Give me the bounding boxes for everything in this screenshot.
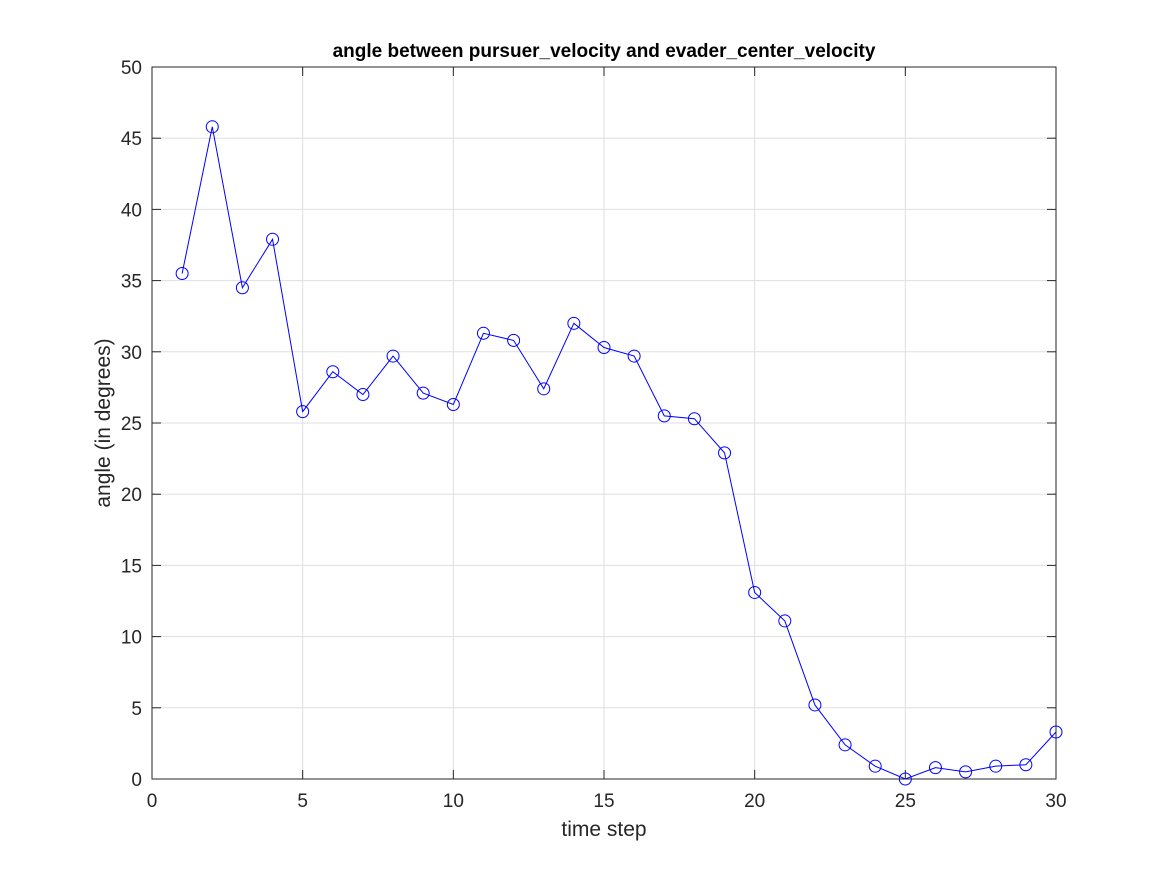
data-point-marker bbox=[507, 333, 521, 347]
data-point-marker bbox=[597, 341, 611, 355]
data-point-marker bbox=[235, 281, 249, 295]
data-point-marker bbox=[898, 772, 912, 786]
chart-title: angle between pursuer_velocity and evade… bbox=[333, 41, 876, 62]
x-tick-label: 0 bbox=[147, 791, 158, 812]
data-point-marker bbox=[537, 382, 551, 396]
data-point-marker bbox=[657, 409, 671, 423]
data-point-marker bbox=[175, 266, 189, 280]
data-point-marker bbox=[386, 349, 400, 363]
y-tick-label: 10 bbox=[121, 628, 142, 649]
data-point-marker bbox=[838, 738, 852, 752]
data-point-marker bbox=[778, 614, 792, 628]
data-point-marker bbox=[356, 388, 370, 402]
x-tick-label: 20 bbox=[744, 791, 765, 812]
data-point-marker bbox=[808, 698, 822, 712]
y-tick-label: 30 bbox=[121, 343, 142, 364]
y-tick-label: 25 bbox=[121, 414, 142, 435]
y-tick-label: 20 bbox=[121, 485, 142, 506]
y-tick-label: 5 bbox=[131, 699, 142, 720]
x-tick-label: 15 bbox=[593, 791, 614, 812]
data-point-marker bbox=[928, 761, 942, 775]
x-tick-label: 10 bbox=[443, 791, 464, 812]
data-point-marker bbox=[296, 405, 310, 419]
data-point-marker bbox=[1019, 758, 1033, 772]
data-point-marker bbox=[868, 759, 882, 773]
x-tick-label: 30 bbox=[1045, 791, 1066, 812]
data-point-marker bbox=[567, 316, 581, 330]
data-point-marker bbox=[266, 232, 280, 246]
data-point-marker bbox=[627, 349, 641, 363]
data-point-marker bbox=[748, 585, 762, 599]
y-tick-label: 40 bbox=[121, 200, 142, 221]
data-point-marker bbox=[446, 397, 460, 411]
x-axis-label: time step bbox=[561, 818, 646, 841]
data-point-marker bbox=[718, 446, 732, 460]
data-point-marker bbox=[989, 759, 1003, 773]
x-tick-label: 5 bbox=[297, 791, 308, 812]
y-tick-label: 45 bbox=[121, 129, 142, 150]
series-line bbox=[181, 126, 1057, 780]
x-tick-label: 25 bbox=[895, 791, 916, 812]
y-tick-label: 35 bbox=[121, 272, 142, 293]
y-tick-label: 15 bbox=[121, 556, 142, 577]
data-point-marker bbox=[326, 365, 340, 379]
data-point-marker bbox=[205, 120, 219, 134]
y-tick-label: 0 bbox=[131, 770, 142, 791]
y-tick-label: 50 bbox=[121, 58, 142, 79]
data-point-marker bbox=[959, 765, 973, 779]
y-axis-label: angle (in degrees) bbox=[92, 338, 115, 507]
data-point-marker bbox=[476, 326, 490, 340]
data-point-marker bbox=[687, 412, 701, 426]
data-point-marker bbox=[1049, 725, 1063, 739]
data-point-marker bbox=[416, 386, 430, 400]
